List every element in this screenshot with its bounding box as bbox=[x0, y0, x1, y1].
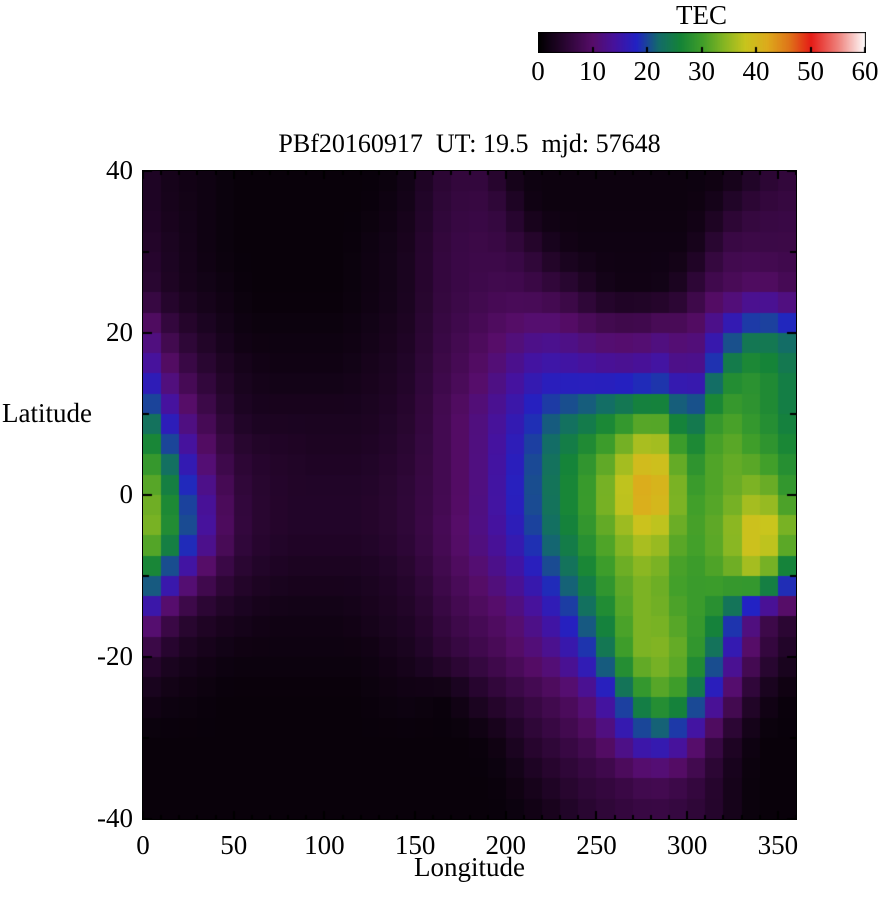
x-tick-label-200: 200 bbox=[485, 830, 527, 860]
y-tick-label--20: -20 bbox=[97, 641, 133, 671]
y-tick-label-40: 40 bbox=[106, 155, 133, 185]
colorbar-tick-label-10: 10 bbox=[579, 56, 606, 86]
tec-heatmap bbox=[142, 170, 797, 820]
colorbar-tick-label-60: 60 bbox=[851, 56, 878, 86]
x-tick-label-0: 0 bbox=[136, 830, 150, 860]
x-tick-label-350: 350 bbox=[757, 830, 799, 860]
colorbar-gradient bbox=[538, 32, 866, 53]
x-tick-label-250: 250 bbox=[576, 830, 617, 860]
colorbar-tick-label-50: 50 bbox=[797, 56, 824, 86]
plot-title: PBf20160917 UT: 19.5 mjd: 57648 bbox=[278, 129, 661, 158]
y-tick-label-20: 20 bbox=[106, 317, 133, 347]
x-tick-label-100: 100 bbox=[304, 830, 345, 860]
x-tick-label-150: 150 bbox=[394, 830, 436, 860]
y-axis-label: Latitude bbox=[2, 398, 92, 428]
colorbar-tick-label-0: 0 bbox=[531, 56, 545, 86]
x-tick-label-300: 300 bbox=[666, 830, 708, 860]
colorbar-title: TEC bbox=[676, 0, 727, 30]
x-tick-label-50: 50 bbox=[220, 830, 248, 860]
colorbar-tick-label-40: 40 bbox=[742, 56, 770, 86]
y-tick-label--40: -40 bbox=[97, 803, 133, 833]
x-axis-label: Longitude bbox=[414, 852, 525, 882]
colorbar-tick-label-30: 30 bbox=[688, 56, 715, 86]
colorbar-tick-label-20: 20 bbox=[633, 56, 661, 86]
y-tick-label-0: 0 bbox=[119, 479, 134, 509]
